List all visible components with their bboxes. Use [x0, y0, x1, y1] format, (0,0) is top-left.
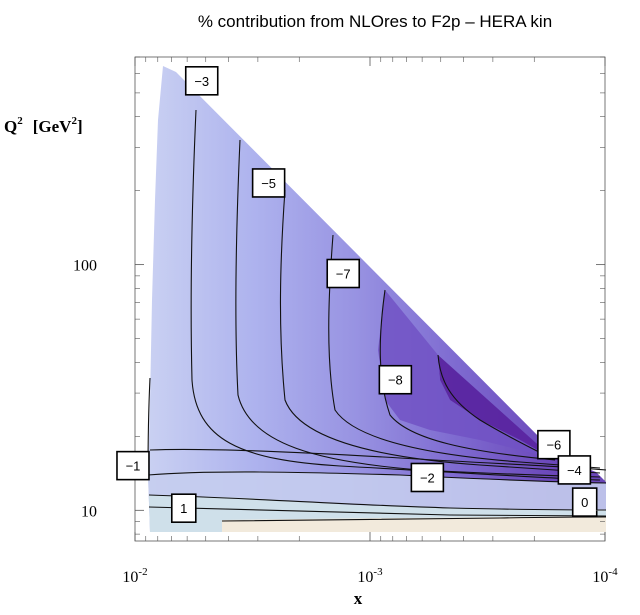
y-label-unit: [GeV [33, 117, 72, 136]
y-label-unit-sup: 2 [71, 115, 77, 127]
contour-label: −5 [251, 168, 286, 198]
contour-line-minus6 [328, 234, 601, 469]
contour-line-minus2 [149, 448, 607, 471]
y-axis-label: Q2 [GeV2] [4, 115, 83, 136]
x-tick-label: 10-2 [122, 566, 147, 586]
contour-label: −1 [116, 450, 150, 481]
contour-label-box [184, 66, 219, 96]
contour-band-dark [378, 290, 555, 460]
contour-label-text: 0 [581, 495, 588, 510]
contour-label-text: −1 [126, 459, 141, 474]
y-tick-label: 10 [81, 503, 97, 520]
contour-line-minus5 [279, 189, 601, 474]
contour-label-box [557, 455, 592, 485]
y-label-unit-close: ] [77, 117, 83, 136]
contour-line-minus3 [190, 109, 601, 481]
contour-label: −7 [326, 258, 361, 289]
x-axis: 10-2 10-3 10-4 [122, 57, 618, 586]
contour-label-box [116, 450, 150, 481]
contour-label: 1 [170, 493, 197, 523]
contour-lines [147, 109, 607, 522]
chart-title: % contribution from NLOres to F2p – HERA… [198, 12, 552, 31]
contour-line-minus8 [437, 354, 556, 461]
contour-label-box [571, 487, 598, 517]
contour-label: −4 [557, 455, 592, 485]
contour-label-text: −8 [388, 373, 403, 388]
contour-label-box [251, 168, 286, 198]
contour-label-box [410, 462, 445, 493]
contour-line-minus1 [147, 471, 607, 484]
contour-band-main [148, 66, 606, 532]
x-tick-label: 10-4 [592, 566, 618, 586]
contour-label-text: −4 [567, 463, 582, 478]
contour-label-text: −2 [420, 470, 435, 485]
contour-label-text: 1 [180, 501, 187, 516]
y-tick-label: 100 [73, 258, 97, 275]
y-label-q-sup: 2 [17, 115, 23, 127]
contour-label-box [170, 493, 197, 523]
contour-band-darkest [438, 355, 555, 460]
contour-label: −6 [537, 429, 571, 460]
x-axis-label: x [354, 589, 363, 608]
contour-labels: −3 −5 −7 −8 −6 −4 −1 −2 0 1 [116, 66, 598, 523]
contour-line-1 [221, 516, 607, 522]
contour-label-text: −3 [194, 74, 209, 89]
y-label-q: Q [4, 117, 17, 136]
contour-label-text: −5 [261, 176, 276, 191]
contour-label-box [326, 258, 361, 289]
contour-line-minus4 [235, 139, 601, 478]
contour-label-box [537, 429, 571, 460]
contour-fill-region [148, 66, 606, 532]
x-tick-label: 10-3 [357, 566, 383, 586]
contour-label-text: −6 [546, 438, 561, 453]
contour-label-box [378, 364, 413, 395]
contour-label-text: −7 [336, 267, 351, 282]
contour-label: −2 [410, 462, 445, 493]
contour-label: −8 [378, 364, 413, 395]
contour-label: 0 [571, 487, 598, 517]
contour-label: −3 [184, 66, 219, 96]
contour-line-minus7 [379, 289, 556, 461]
